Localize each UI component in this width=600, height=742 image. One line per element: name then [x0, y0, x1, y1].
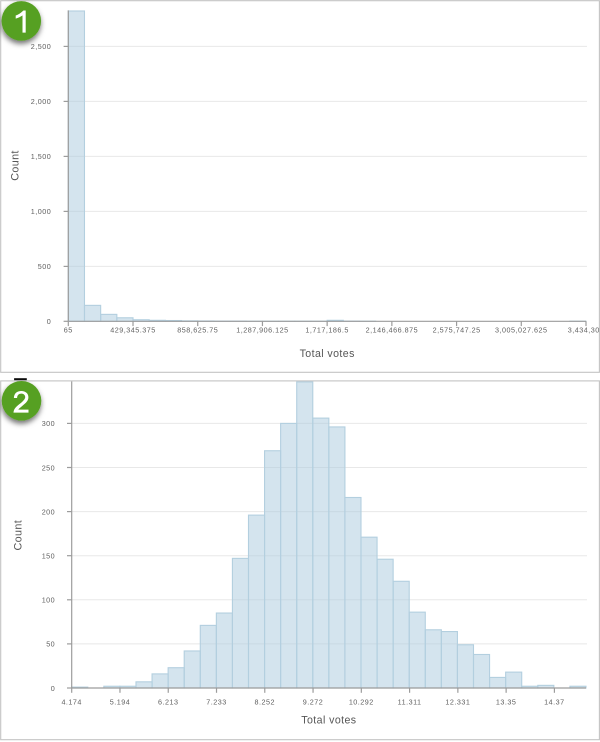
svg-text:8.252: 8.252 — [255, 698, 276, 707]
svg-text:2,575,747.25: 2,575,747.25 — [433, 325, 481, 334]
svg-text:1,287,906.125: 1,287,906.125 — [236, 325, 288, 334]
svg-text:11.311: 11.311 — [398, 698, 422, 707]
svg-text:429,345.375: 429,345.375 — [110, 325, 155, 334]
svg-text:5.194: 5.194 — [110, 698, 131, 707]
svg-text:6.213: 6.213 — [158, 698, 179, 707]
svg-text:1,000: 1,000 — [31, 207, 52, 216]
svg-text:250: 250 — [42, 463, 56, 472]
svg-text:0: 0 — [51, 684, 56, 693]
svg-text:9.272: 9.272 — [303, 698, 324, 707]
svg-text:Total votes: Total votes — [301, 714, 356, 726]
svg-text:Count: Count — [12, 520, 24, 551]
svg-text:Count: Count — [9, 150, 21, 181]
svg-text:2,500: 2,500 — [31, 42, 52, 51]
svg-text:500: 500 — [38, 262, 52, 271]
svg-text:0: 0 — [47, 317, 52, 326]
svg-text:4.174: 4.174 — [61, 698, 82, 707]
svg-text:7.233: 7.233 — [206, 698, 227, 707]
svg-text:3,005,027.625: 3,005,027.625 — [495, 325, 547, 334]
svg-text:200: 200 — [42, 507, 56, 516]
svg-text:3,434,308: 3,434,308 — [568, 325, 600, 334]
svg-text:858,625.75: 858,625.75 — [177, 325, 218, 334]
svg-text:13.35: 13.35 — [496, 698, 517, 707]
svg-text:12.331: 12.331 — [445, 698, 470, 707]
svg-text:300: 300 — [42, 419, 56, 428]
svg-text:2,146,466.875: 2,146,466.875 — [366, 325, 418, 334]
svg-text:2,000: 2,000 — [31, 97, 52, 106]
svg-text:1,500: 1,500 — [31, 152, 52, 161]
svg-text:100: 100 — [42, 596, 56, 605]
svg-text:150: 150 — [42, 552, 56, 561]
svg-text:10.292: 10.292 — [349, 698, 374, 707]
svg-text:50: 50 — [46, 640, 55, 649]
svg-text:14.37: 14.37 — [544, 698, 565, 707]
svg-text:Total votes: Total votes — [300, 348, 355, 360]
svg-text:1,717,186.5: 1,717,186.5 — [305, 325, 348, 334]
svg-text:65: 65 — [64, 325, 73, 334]
